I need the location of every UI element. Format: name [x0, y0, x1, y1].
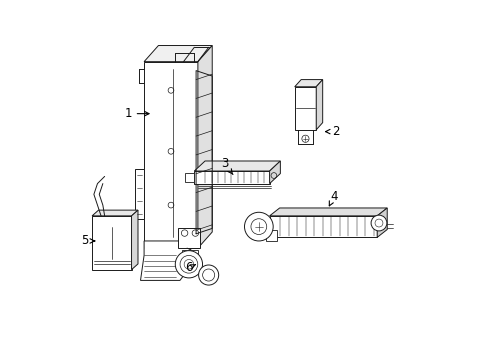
Text: 6: 6: [185, 261, 195, 274]
Circle shape: [198, 265, 218, 285]
Polygon shape: [140, 241, 190, 280]
Polygon shape: [194, 161, 280, 171]
Text: 2: 2: [325, 125, 339, 138]
Circle shape: [244, 212, 273, 241]
Text: 3: 3: [221, 157, 232, 175]
Polygon shape: [92, 216, 131, 270]
Polygon shape: [182, 250, 198, 261]
Polygon shape: [185, 173, 194, 182]
Polygon shape: [198, 45, 212, 248]
Circle shape: [175, 251, 202, 278]
Polygon shape: [269, 216, 376, 237]
Polygon shape: [131, 210, 138, 270]
Polygon shape: [269, 161, 280, 184]
Polygon shape: [92, 210, 138, 216]
Circle shape: [370, 215, 386, 231]
Polygon shape: [265, 230, 276, 241]
Polygon shape: [144, 45, 212, 62]
Polygon shape: [135, 169, 144, 220]
Polygon shape: [178, 228, 199, 248]
Text: 4: 4: [328, 190, 337, 206]
Polygon shape: [269, 208, 386, 216]
Polygon shape: [144, 62, 198, 248]
Text: 1: 1: [124, 107, 149, 120]
Polygon shape: [294, 87, 316, 130]
Polygon shape: [194, 171, 269, 184]
Text: 5: 5: [81, 234, 95, 247]
Polygon shape: [294, 80, 322, 87]
Polygon shape: [316, 80, 322, 130]
Polygon shape: [376, 208, 386, 237]
